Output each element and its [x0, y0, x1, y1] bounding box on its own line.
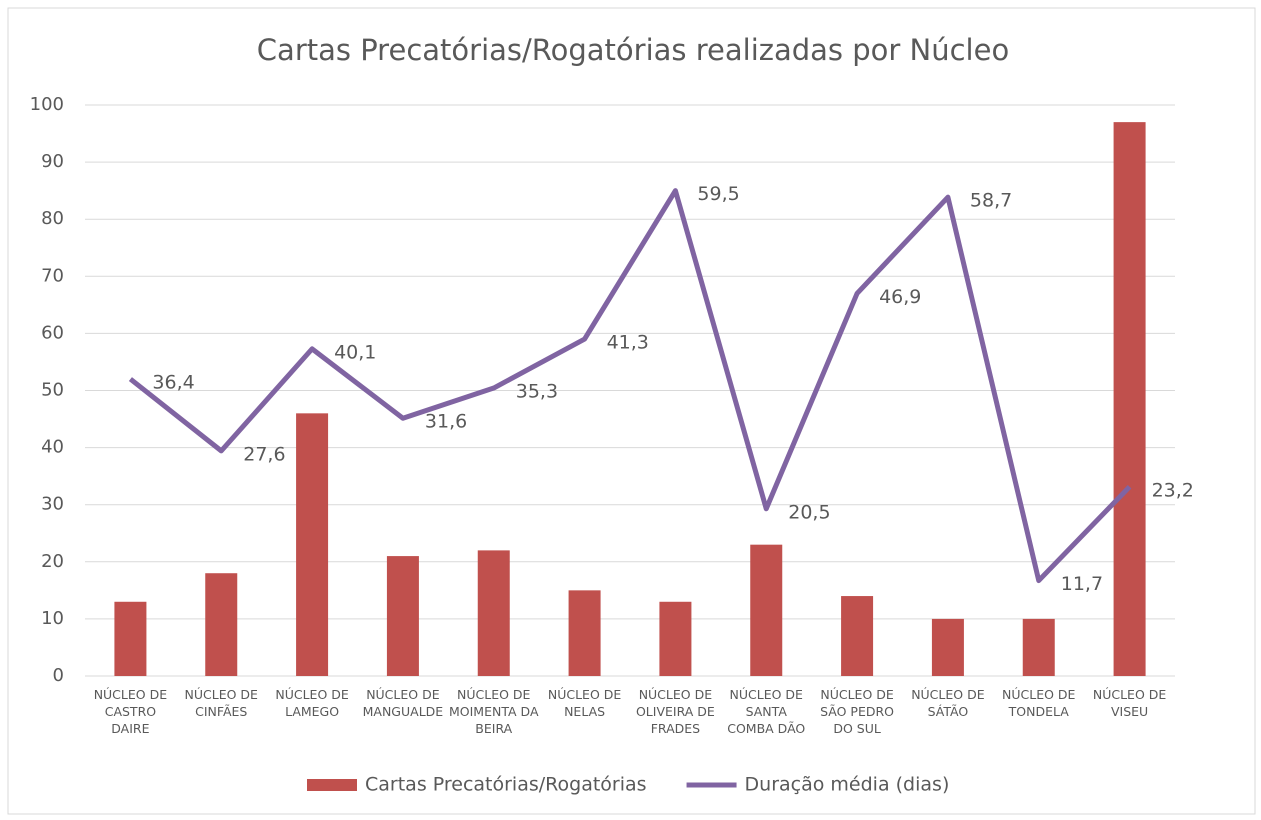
data-label: 23,2 — [1152, 479, 1194, 501]
bar — [114, 601, 147, 676]
bar — [477, 550, 510, 676]
x-tick-label: NÚCLEO DE MOIMENTA DA BEIRA — [449, 687, 539, 736]
bar — [750, 544, 783, 676]
bar — [205, 573, 238, 676]
data-label: 41,3 — [607, 332, 649, 354]
bar — [296, 413, 329, 676]
y-tick-label: 40 — [41, 437, 64, 458]
data-label: 31,6 — [425, 411, 467, 433]
bar — [568, 590, 601, 676]
data-label: 36,4 — [152, 372, 194, 394]
x-tick-label: NÚCLEO DE SANTA COMBA DÃO — [727, 687, 806, 736]
data-label: 46,9 — [879, 286, 921, 308]
y-tick-label: 80 — [41, 208, 64, 229]
data-label: 59,5 — [697, 183, 739, 205]
bar — [1113, 122, 1146, 676]
x-tick-label: NÚCLEO DE MANGUALDE — [362, 687, 444, 719]
y-tick-label: 60 — [41, 322, 64, 343]
chart-title: Cartas Precatórias/Rogatórias realizadas… — [257, 33, 1009, 67]
bar — [386, 556, 419, 676]
x-tick-label: NÚCLEO DE OLIVEIRA DE FRADES — [635, 687, 715, 736]
y-tick-label: 70 — [41, 265, 64, 286]
x-tick-label: NÚCLEO DE CINFÃES — [184, 687, 258, 719]
y-tick-label: 10 — [41, 608, 64, 629]
y-tick-label: 0 — [53, 665, 64, 686]
legend-label: Duração média (dias) — [745, 774, 950, 796]
bar — [659, 601, 692, 676]
y-tick-label: 30 — [41, 494, 64, 515]
data-label: 58,7 — [970, 190, 1012, 212]
bar — [931, 618, 964, 676]
x-tick-label: NÚCLEO DE LAMEGO — [275, 687, 349, 719]
x-tick-label: NÚCLEO DE CASTRO DAIRE — [93, 687, 168, 736]
legend-swatch — [307, 779, 357, 791]
x-tick-label: NÚCLEO DE SÃO PEDRO DO SUL — [820, 687, 895, 736]
line — [128, 188, 1132, 584]
y-tick-label: 90 — [41, 151, 64, 172]
y-tick-label: 100 — [30, 94, 64, 115]
chart-border — [7, 7, 1256, 815]
x-tick-label: NÚCLEO DE VISEU — [1092, 687, 1167, 719]
bar — [841, 596, 874, 676]
legend-label: Cartas Precatórias/Rogatórias — [365, 774, 647, 796]
data-label: 11,7 — [1061, 573, 1103, 595]
data-label: 27,6 — [243, 443, 285, 465]
data-label: 20,5 — [788, 501, 830, 523]
x-tick-label: NÚCLEO DE TONDELA — [1002, 687, 1076, 719]
bar — [1022, 618, 1055, 676]
y-tick-label: 50 — [41, 380, 64, 401]
x-tick-label: NÚCLEO DE SÁTÃO — [911, 687, 985, 719]
data-label: 40,1 — [334, 341, 376, 363]
y-tick-label: 20 — [41, 551, 64, 572]
data-label: 35,3 — [516, 381, 558, 403]
x-tick-label: NÚCLEO DE NELAS — [547, 687, 622, 719]
